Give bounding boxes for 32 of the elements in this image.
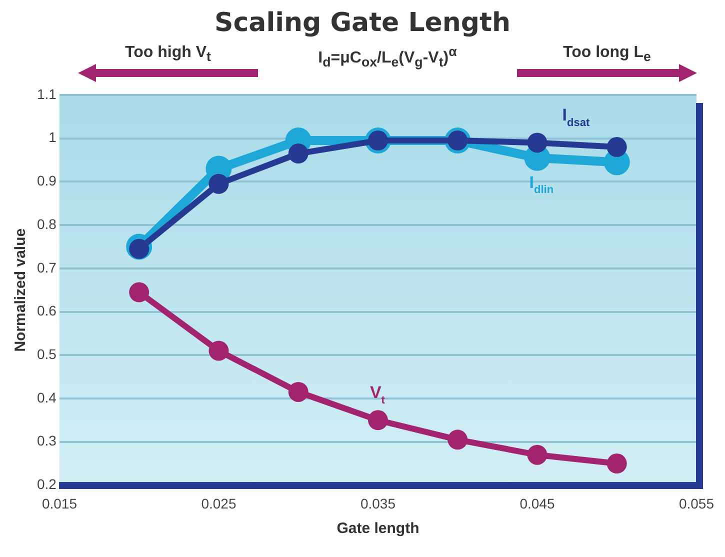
point (288, 144, 308, 164)
x-tick-label: 0.035 (360, 496, 396, 512)
point (368, 410, 388, 430)
x-axis-title: Gate length (336, 520, 420, 538)
y-tick-label: 0.3 (36, 432, 57, 449)
y-tick-label: 1 (48, 129, 57, 146)
point (208, 340, 229, 361)
y-tick-label: 0.4 (36, 390, 57, 406)
text: Too long L$_{e}$ (562, 44, 651, 64)
text: Too high V$_{t}$ (125, 44, 211, 64)
point (129, 282, 150, 302)
point (606, 137, 627, 158)
point (527, 132, 548, 153)
y-tick-label: 0.2 (36, 476, 57, 492)
chart-title: Scaling Gate Length (214, 8, 512, 38)
point (606, 454, 627, 474)
point (448, 430, 468, 450)
x-tick-label: 0.055 (678, 496, 714, 512)
y-tick-label: 0.8 (36, 216, 57, 232)
y-tick-label: 0.5 (36, 346, 57, 362)
y-tick-label: 0.6 (36, 302, 57, 319)
y-tick-label: 1.1 (36, 86, 57, 102)
y-tick-label: 0.7 (36, 259, 57, 276)
text: I$_{d}$=μC$_{ox}$/L$_{e}$(V$_{g}$-V$_{t}$)$^{α}$ (318, 44, 457, 70)
point (208, 174, 229, 194)
x-tick-label: 0.045 (520, 496, 555, 512)
x-tick-label: 0.025 (201, 496, 236, 512)
x-tick-label: 0.015 (42, 496, 78, 512)
point (288, 382, 308, 402)
y-tick-label: 0.9 (36, 172, 57, 189)
point (527, 445, 548, 466)
y-axis-title: Normalized value (12, 228, 30, 352)
